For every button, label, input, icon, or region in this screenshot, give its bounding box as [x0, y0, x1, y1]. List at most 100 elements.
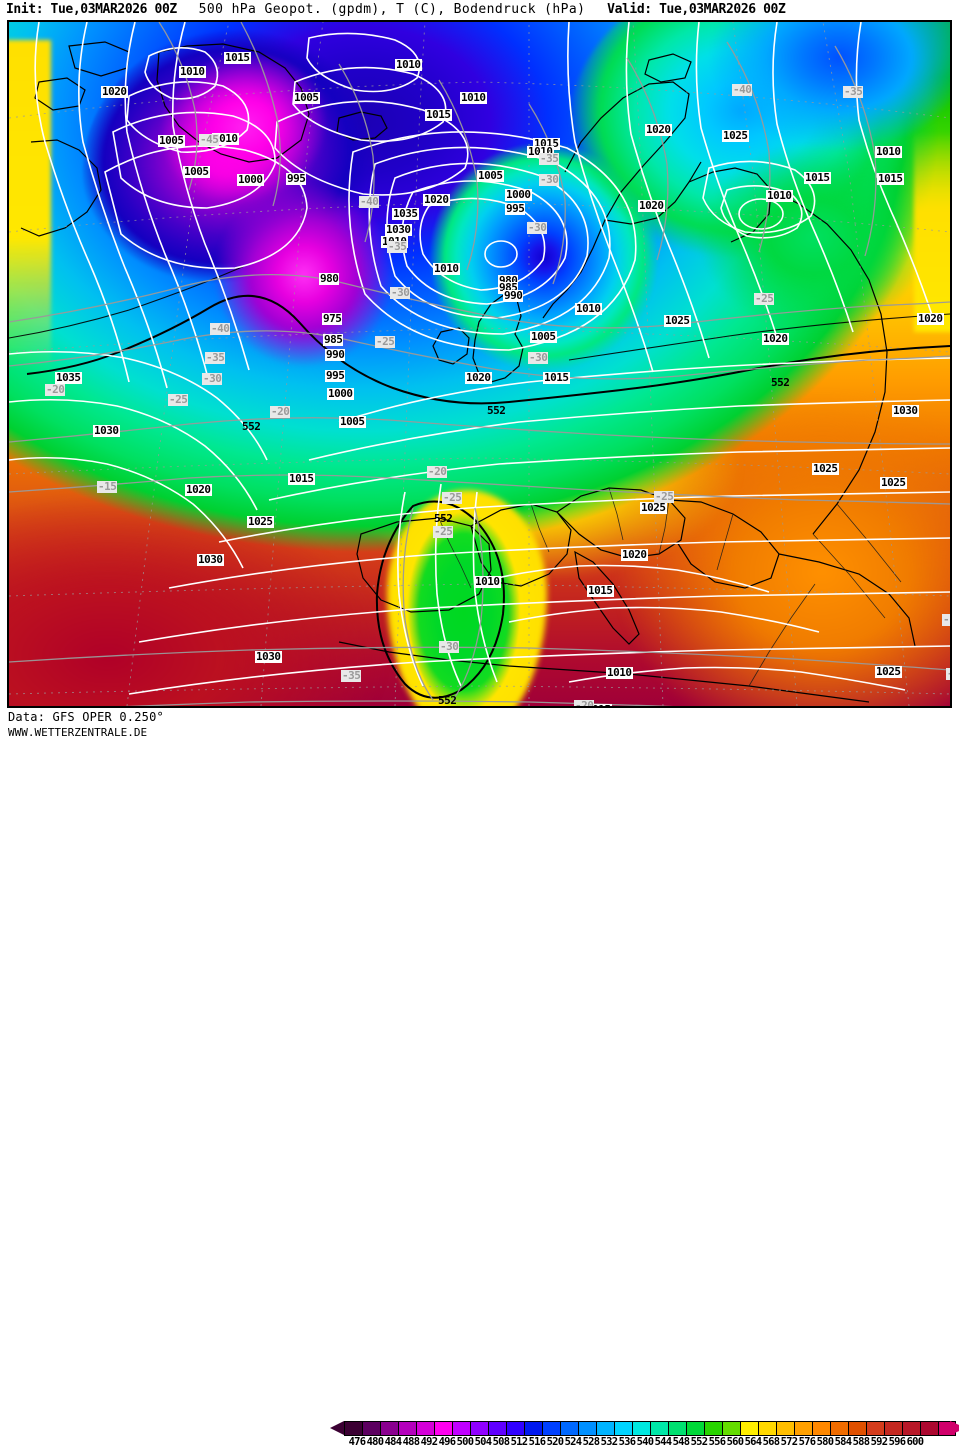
colorbar-tick: 572 — [780, 1436, 798, 1448]
colorbar-swatch — [578, 1421, 596, 1436]
pressure-contour-label: 1010 — [606, 666, 633, 679]
colorbar-tick: 584 — [834, 1436, 852, 1448]
colorbar-swatch — [866, 1421, 884, 1436]
pressure-contour-label: 1030 — [197, 553, 224, 566]
pressure-contour-label: 1020 — [185, 483, 212, 496]
geopotential-contour-label: 552 — [487, 404, 506, 417]
chart-header: Init: Tue,03MAR2026 00Z 500 hPa Geopot. … — [0, 0, 959, 20]
temperature-contour-label: -45 — [199, 133, 220, 146]
pressure-contour-label: 1015 — [587, 584, 614, 597]
pressure-contour-label: 1005 — [477, 169, 504, 182]
pressure-contour-label: 1025 — [875, 665, 902, 678]
pressure-contour-label: 1025 — [664, 314, 691, 327]
temperature-contour-label: -40 — [732, 83, 753, 96]
colorbar-tick: 524 — [564, 1436, 582, 1448]
colorbar-swatch — [362, 1421, 380, 1436]
pressure-contour-label: 1015 — [543, 371, 570, 384]
weather-map[interactable]: 1020 1015 1010 1005 1010 1010 1015 1015 1010 1005… — [7, 20, 952, 708]
temperature-contour-label: -35 — [843, 85, 864, 98]
pressure-contour-label: 1020 — [465, 371, 492, 384]
pressure-contour-label: 995 — [505, 202, 526, 215]
temperature-contour-label: -20 — [270, 405, 291, 418]
pressure-contour-label: 1020 — [917, 312, 944, 325]
colorbar-tick: 592 — [870, 1436, 888, 1448]
colorbar-under-arrow — [330, 1421, 344, 1435]
temperature-contour-label: -25 — [375, 335, 396, 348]
shading-northeast-strip — [914, 132, 950, 332]
colorbar-swatch — [452, 1421, 470, 1436]
colorbar-tick: 540 — [636, 1436, 654, 1448]
colorbar-tick: 476 — [348, 1436, 366, 1448]
temperature-contour-label: -30 — [528, 351, 549, 364]
colorbar-tick: 576 — [798, 1436, 816, 1448]
pressure-contour-label: 1005 — [183, 165, 210, 178]
pressure-contour-label: 1025 — [722, 129, 749, 142]
shading-northwest-strip — [9, 40, 51, 370]
pressure-contour-label: 1030 — [93, 424, 120, 437]
colorbar-swatch — [380, 1421, 398, 1436]
colorbar[interactable]: 476 480 484 488 492 496 500 504 508 512 516 520 524 5… — [330, 1420, 959, 1449]
colorbar-tick: 480 — [366, 1436, 384, 1448]
colorbar-swatch — [398, 1421, 416, 1436]
temperature-contour-label: -25 — [654, 490, 675, 503]
pressure-contour-label: 1000 — [237, 173, 264, 186]
pressure-contour-label: 1005 — [530, 330, 557, 343]
pressure-contour-label: 1005 — [158, 134, 185, 147]
colorbar-swatch — [812, 1421, 830, 1436]
footer-text-block: Data: GFS OPER 0.250° WWW.WETTERZENTRALE… — [8, 710, 164, 740]
temperature-contour-label: -20 — [45, 383, 66, 396]
pressure-contour-label: 1020 — [101, 85, 128, 98]
temperature-contour-label: -15 — [942, 614, 950, 626]
colorbar-tick: 544 — [654, 1436, 672, 1448]
temperature-contour-label: -30 — [439, 640, 460, 653]
colorbar-swatch — [560, 1421, 578, 1436]
temperature-contour-label: -20 — [427, 465, 448, 478]
pressure-contour-label: 975 — [322, 312, 343, 325]
pressure-contour-label: 1015 — [585, 704, 612, 706]
colorbar-swatch — [488, 1421, 506, 1436]
pressure-contour-label: 1010 — [575, 302, 602, 315]
geopotential-contours-layer — [9, 263, 950, 699]
pressure-contour-label: 1030 — [892, 404, 919, 417]
field-description-label: 500 hPa Geopot. (gpdm), T (C), Bodendruc… — [198, 2, 586, 17]
pressure-contour-label: 1030 — [385, 223, 412, 236]
temperature-contour-label: -30 — [202, 372, 223, 385]
pressure-contour-label: 1010 — [433, 262, 460, 275]
data-source-label: Data: GFS OPER 0.250° — [8, 710, 164, 724]
colorbar-swatch — [722, 1421, 740, 1436]
colorbar-swatch — [686, 1421, 704, 1436]
colorbar-swatch — [902, 1421, 920, 1436]
colorbar-tick: 504 — [474, 1436, 492, 1448]
pressure-contour-label: 1010 — [460, 91, 487, 104]
pressure-contour-label: 1020 — [621, 548, 648, 561]
colorbar-swatch — [740, 1421, 758, 1436]
colorbar-swatch — [776, 1421, 794, 1436]
temperature-contour-label: -40 — [359, 195, 380, 208]
pressure-contour-label: 1005 — [339, 415, 366, 428]
pressure-contour-label: 1010 — [179, 65, 206, 78]
colorbar-tick: 528 — [582, 1436, 600, 1448]
colorbar-tick: 488 — [402, 1436, 420, 1448]
valid-time-label: Valid: Tue,03MAR2026 00Z — [607, 2, 786, 17]
colorbar-tick: 548 — [672, 1436, 690, 1448]
pressure-contour-label: 1015 — [224, 51, 251, 64]
pressure-contour-label: 1015 — [877, 172, 904, 185]
geopotential-contour-label: 552 — [434, 512, 453, 525]
pressure-contour-label: 1015 — [288, 472, 315, 485]
colorbar-tick: 520 — [546, 1436, 564, 1448]
colorbar-tick: 600 — [906, 1436, 924, 1448]
colorbar-tick: 552 — [690, 1436, 708, 1448]
temperature-contour-label: -30 — [390, 286, 411, 299]
pressure-contour-label: 1010 — [474, 575, 501, 588]
temperature-contour-label: -30 — [539, 173, 560, 186]
site-label: WWW.WETTERZENTRALE.DE — [8, 726, 148, 739]
colorbar-swatch — [830, 1421, 848, 1436]
colorbar-tick-labels: 476 480 484 488 492 496 500 504 508 512 516 520 524 5… — [330, 1436, 955, 1449]
colorbar-swatch — [506, 1421, 524, 1436]
colorbar-swatch — [632, 1421, 650, 1436]
pressure-contour-label: 1010 — [395, 58, 422, 71]
colorbar-tick: 512 — [510, 1436, 528, 1448]
colorbar-tick: 484 — [384, 1436, 402, 1448]
pressure-contour-label: 1020 — [638, 199, 665, 212]
temperature-contour-label: -25 — [754, 292, 775, 305]
